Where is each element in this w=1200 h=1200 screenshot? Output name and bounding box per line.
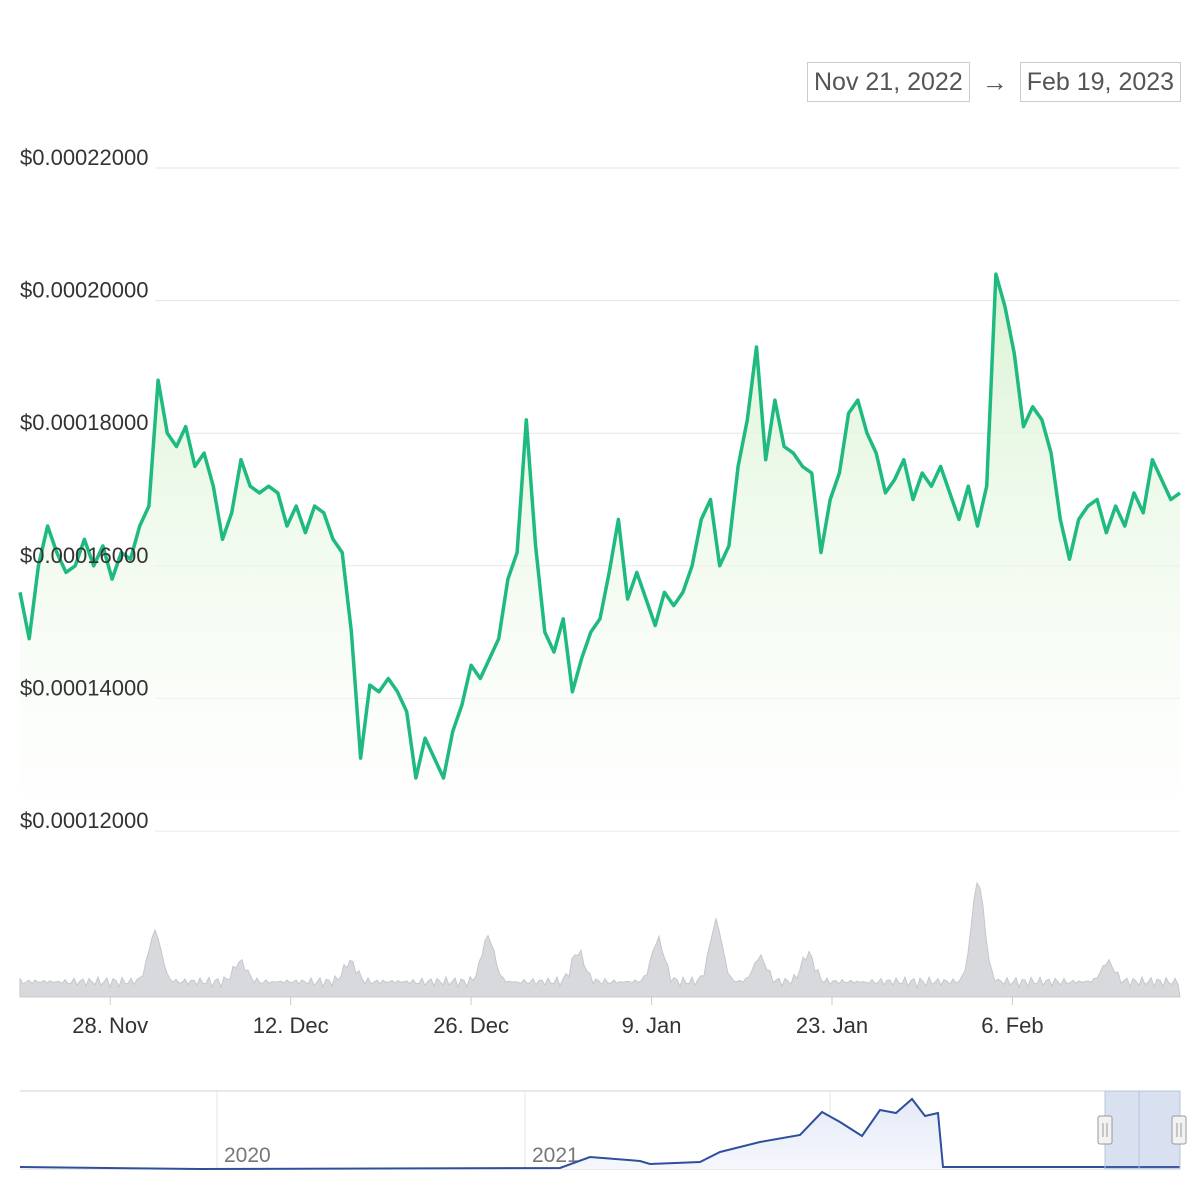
navigator-year-label: 2021	[532, 1144, 579, 1167]
volume-area	[19, 881, 1181, 998]
y-tick-label: $0.00020000	[20, 278, 148, 303]
y-tick-label: $0.00014000	[20, 675, 148, 700]
x-tick-label: 26. Dec	[433, 1013, 509, 1038]
x-tick-label: 28. Nov	[72, 1013, 148, 1038]
volume-series	[19, 881, 1181, 998]
x-tick-label: 9. Jan	[622, 1013, 682, 1038]
navigator-year-label: 2020	[224, 1144, 271, 1167]
price-line	[18, 272, 1182, 780]
price-series	[18, 272, 1182, 832]
y-tick-label: $0.00018000	[20, 410, 148, 435]
y-tick-label: $0.00022000	[20, 145, 148, 170]
x-tick-label: 12. Dec	[253, 1013, 329, 1038]
date-range-selector: Nov 21, 2022 → Feb 19, 2023	[807, 61, 1182, 103]
navigator-right-handle[interactable]	[1171, 1115, 1187, 1145]
x-tick-label: 23. Jan	[796, 1013, 868, 1038]
y-tick-label: $0.00012000	[20, 808, 148, 833]
navigator[interactable]: 202020212022	[19, 1090, 1187, 1171]
navigator-left-handle[interactable]	[1097, 1115, 1113, 1145]
price-area	[20, 274, 1180, 832]
navigator-line	[19, 1097, 1180, 1171]
navigator-selection-window[interactable]	[1104, 1090, 1181, 1170]
date-range-to-input[interactable]: Feb 19, 2023	[1019, 62, 1182, 102]
y-tick-label: $0.00016000	[20, 543, 148, 568]
x-tick-label: 6. Feb	[981, 1013, 1043, 1038]
date-range-arrow: →	[981, 66, 1008, 97]
x-axis: 28. Nov 12. Dec 26. Dec 9. Jan 23. Jan 6. Feb	[20, 996, 1180, 1038]
y-axis: $0.00022000 $0.00020000 $0.00018000 $0.0001…	[20, 145, 148, 833]
navigator-area	[20, 1099, 1180, 1169]
date-range-from-input[interactable]: Nov 21, 2022	[807, 62, 970, 102]
